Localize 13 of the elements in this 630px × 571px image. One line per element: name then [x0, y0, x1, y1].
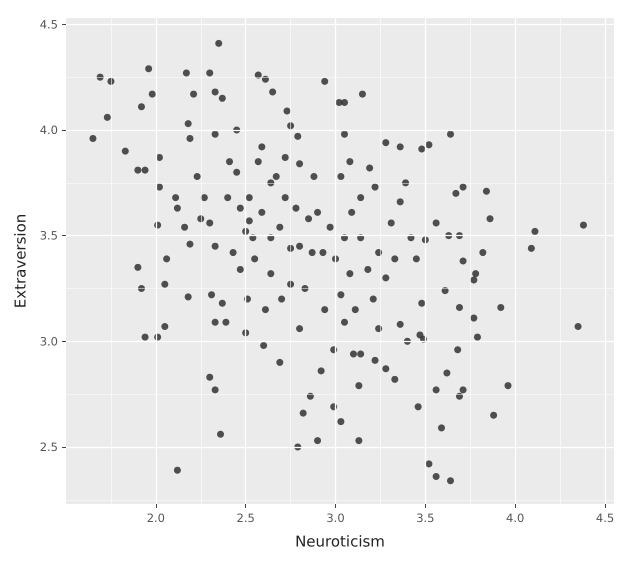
x-tick-label: 4.0 [506, 511, 524, 525]
x-tick-label: 2.5 [236, 511, 255, 525]
y-tick-label: 3.5 [40, 228, 58, 243]
x-axis-title: Neuroticism [295, 532, 385, 550]
y-tick-label: 4.5 [40, 17, 58, 32]
x-tick-label: 4.5 [596, 511, 614, 525]
y-tick-label: 3.0 [40, 334, 58, 348]
y-axis-title: Extraversion [12, 214, 30, 308]
x-tick-label: 3.5 [416, 511, 434, 525]
y-tick-label: 2.5 [40, 440, 58, 454]
x-tick-label: 2.0 [146, 511, 165, 525]
y-tick-label: 4.0 [40, 122, 58, 137]
x-tick-label: 3.0 [326, 511, 345, 525]
